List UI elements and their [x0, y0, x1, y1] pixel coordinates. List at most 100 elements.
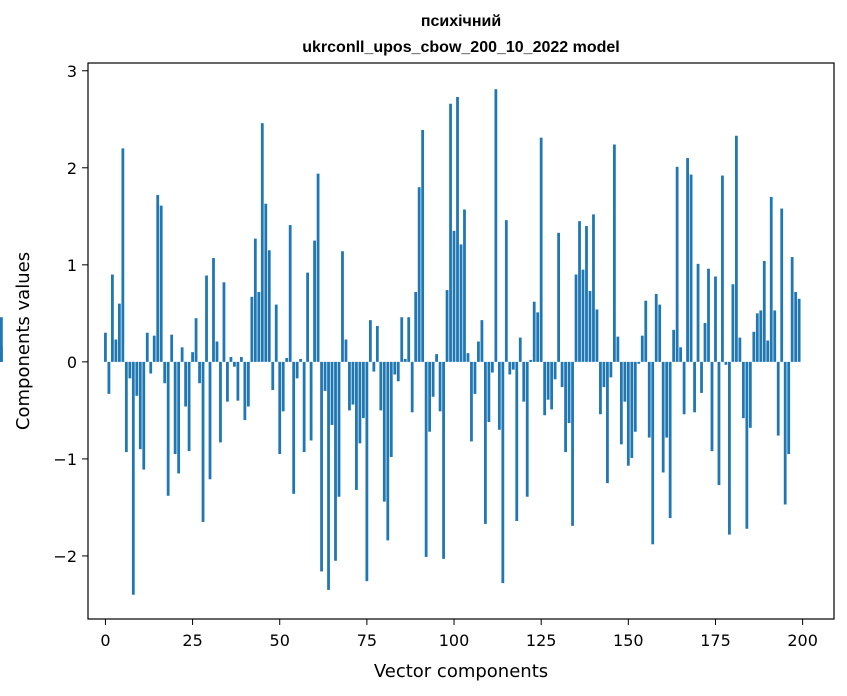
bar — [735, 135, 738, 362]
bar — [306, 272, 310, 362]
bar — [731, 284, 735, 362]
y-tick-label: −2 — [53, 547, 77, 566]
bar — [724, 361, 728, 365]
bar — [602, 361, 606, 388]
bar — [654, 293, 658, 362]
bar — [274, 304, 278, 362]
bar — [529, 359, 533, 362]
y-tick-label: 0 — [67, 353, 77, 372]
bar — [393, 361, 397, 375]
bar — [386, 361, 390, 541]
bar — [327, 361, 330, 590]
bar — [560, 361, 564, 388]
bar — [163, 361, 167, 384]
bar — [484, 361, 487, 524]
bar — [578, 221, 581, 362]
bar — [595, 309, 599, 362]
bar — [682, 361, 686, 415]
bar — [748, 361, 752, 428]
bar — [557, 232, 560, 362]
bar — [794, 292, 798, 362]
bar — [508, 361, 512, 375]
bar — [191, 352, 194, 362]
bar — [714, 276, 717, 362]
bar — [787, 361, 791, 455]
x-tick-label: 0 — [100, 631, 110, 650]
bar — [546, 361, 550, 400]
bar — [368, 320, 372, 362]
bar — [543, 361, 547, 416]
bar — [700, 361, 703, 393]
bar — [246, 361, 250, 407]
bar — [445, 290, 449, 362]
chart-title: психічний — [421, 13, 501, 30]
bar — [571, 361, 574, 526]
bars-group — [0, 89, 801, 595]
bar — [142, 361, 146, 470]
bar — [316, 173, 320, 362]
bar — [675, 166, 679, 362]
bar — [295, 361, 299, 379]
bar — [194, 318, 198, 362]
bar — [173, 361, 177, 455]
bar — [459, 244, 463, 362]
bar — [686, 158, 689, 362]
x-tick-label: 175 — [700, 631, 731, 650]
y-tick-label: 1 — [67, 256, 77, 275]
bar — [111, 274, 114, 362]
bar — [121, 148, 125, 362]
plot-frame — [87, 62, 835, 620]
bar — [477, 341, 480, 362]
bar — [243, 361, 247, 421]
bar — [553, 361, 557, 380]
bar — [278, 361, 282, 455]
bar — [776, 361, 780, 436]
bar — [201, 361, 205, 522]
bar — [637, 361, 641, 364]
bar — [703, 323, 707, 362]
bar — [647, 361, 651, 438]
bar — [738, 337, 742, 362]
y-axis-ticks: −2 −1 0 1 2 3 — [53, 62, 88, 566]
y-axis-label: Components values — [13, 252, 34, 430]
bar — [480, 320, 484, 362]
bar — [372, 361, 376, 372]
bar — [463, 209, 466, 362]
bar — [250, 296, 254, 362]
bar — [187, 361, 191, 452]
bar — [588, 291, 592, 362]
x-axis-label: Vector components — [374, 661, 548, 682]
bar — [166, 361, 170, 496]
bar — [539, 137, 543, 362]
bar — [630, 361, 634, 458]
bar — [710, 361, 714, 452]
bar — [494, 89, 498, 362]
bar — [449, 103, 452, 362]
bar — [379, 361, 383, 411]
bar — [138, 361, 142, 450]
bar — [407, 317, 411, 362]
bar — [585, 226, 588, 362]
bar — [302, 361, 306, 453]
bar — [741, 361, 745, 419]
bar — [414, 292, 418, 362]
bar — [609, 361, 613, 378]
bar — [783, 361, 787, 505]
bar — [707, 268, 710, 362]
bar — [323, 361, 327, 391]
bar — [264, 203, 268, 362]
bar — [435, 354, 438, 362]
bar — [522, 361, 526, 402]
bar — [362, 361, 365, 419]
bar — [212, 258, 215, 362]
bar — [536, 312, 540, 362]
bar — [351, 361, 355, 405]
bar — [745, 361, 749, 529]
bar — [442, 361, 445, 559]
bar — [131, 361, 135, 595]
bar — [107, 361, 111, 394]
bar — [640, 335, 644, 362]
bar — [177, 361, 181, 474]
bar — [428, 361, 432, 432]
